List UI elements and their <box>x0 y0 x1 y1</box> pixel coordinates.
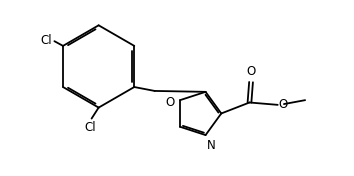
Text: N: N <box>207 139 216 152</box>
Text: Cl: Cl <box>41 33 52 46</box>
Text: Cl: Cl <box>84 121 96 134</box>
Text: O: O <box>246 65 256 78</box>
Text: O: O <box>165 96 175 109</box>
Text: O: O <box>279 98 288 111</box>
